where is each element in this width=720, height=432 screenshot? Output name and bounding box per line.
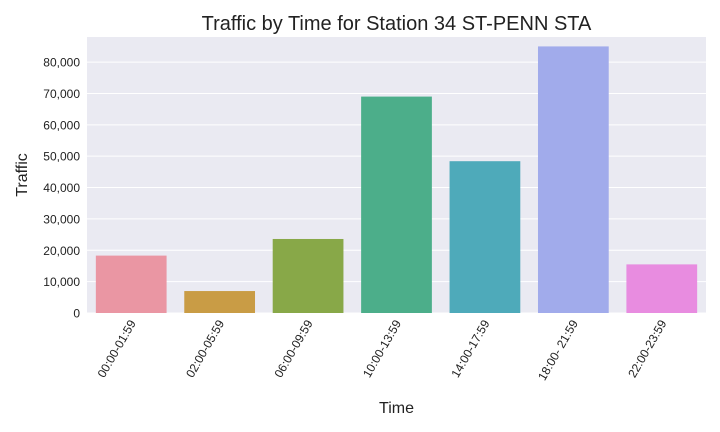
y-tick-label: 60,000: [43, 118, 80, 132]
y-tick-label: 30,000: [43, 212, 80, 226]
y-axis-title: Traffic: [14, 153, 31, 197]
bar: [272, 238, 344, 313]
x-tick-label: 18:00- 21:59: [535, 317, 581, 383]
bars: [95, 46, 698, 314]
bar: [95, 255, 167, 313]
bar: [184, 291, 256, 313]
y-tick-label: 40,000: [43, 181, 80, 195]
y-tick-label: 70,000: [43, 87, 80, 101]
y-axis-ticks: 0 10,000 20,000 30,000 40,000 50,000 60,000 70,…: [43, 56, 80, 321]
bar: [449, 161, 521, 313]
y-tick-label: 0: [73, 307, 80, 321]
x-tick-label: 06:00-09:59: [272, 317, 316, 380]
bar: [361, 96, 432, 313]
bar: [626, 264, 698, 313]
bar: [537, 46, 609, 314]
y-tick-label: 10,000: [43, 275, 80, 289]
x-tick-label: 10:00-13:59: [360, 317, 404, 380]
y-tick-label: 20,000: [43, 244, 80, 258]
x-axis-title: Time: [379, 400, 414, 417]
y-tick-label: 50,000: [43, 150, 80, 164]
x-tick-label: 02:00-05:59: [183, 317, 227, 380]
y-tick-label: 80,000: [43, 56, 80, 70]
x-tick-label: 00:00-01:59: [95, 317, 139, 380]
x-axis-ticks: 00:00-01:59 02:00-05:59 06:00-09:59 10:00-1…: [95, 317, 670, 383]
x-tick-label: 22:00-23:59: [625, 317, 669, 380]
x-tick-label: 14:00-17:59: [448, 317, 492, 380]
chart-title: Traffic by Time for Station 34 ST-PENN S…: [202, 13, 592, 35]
